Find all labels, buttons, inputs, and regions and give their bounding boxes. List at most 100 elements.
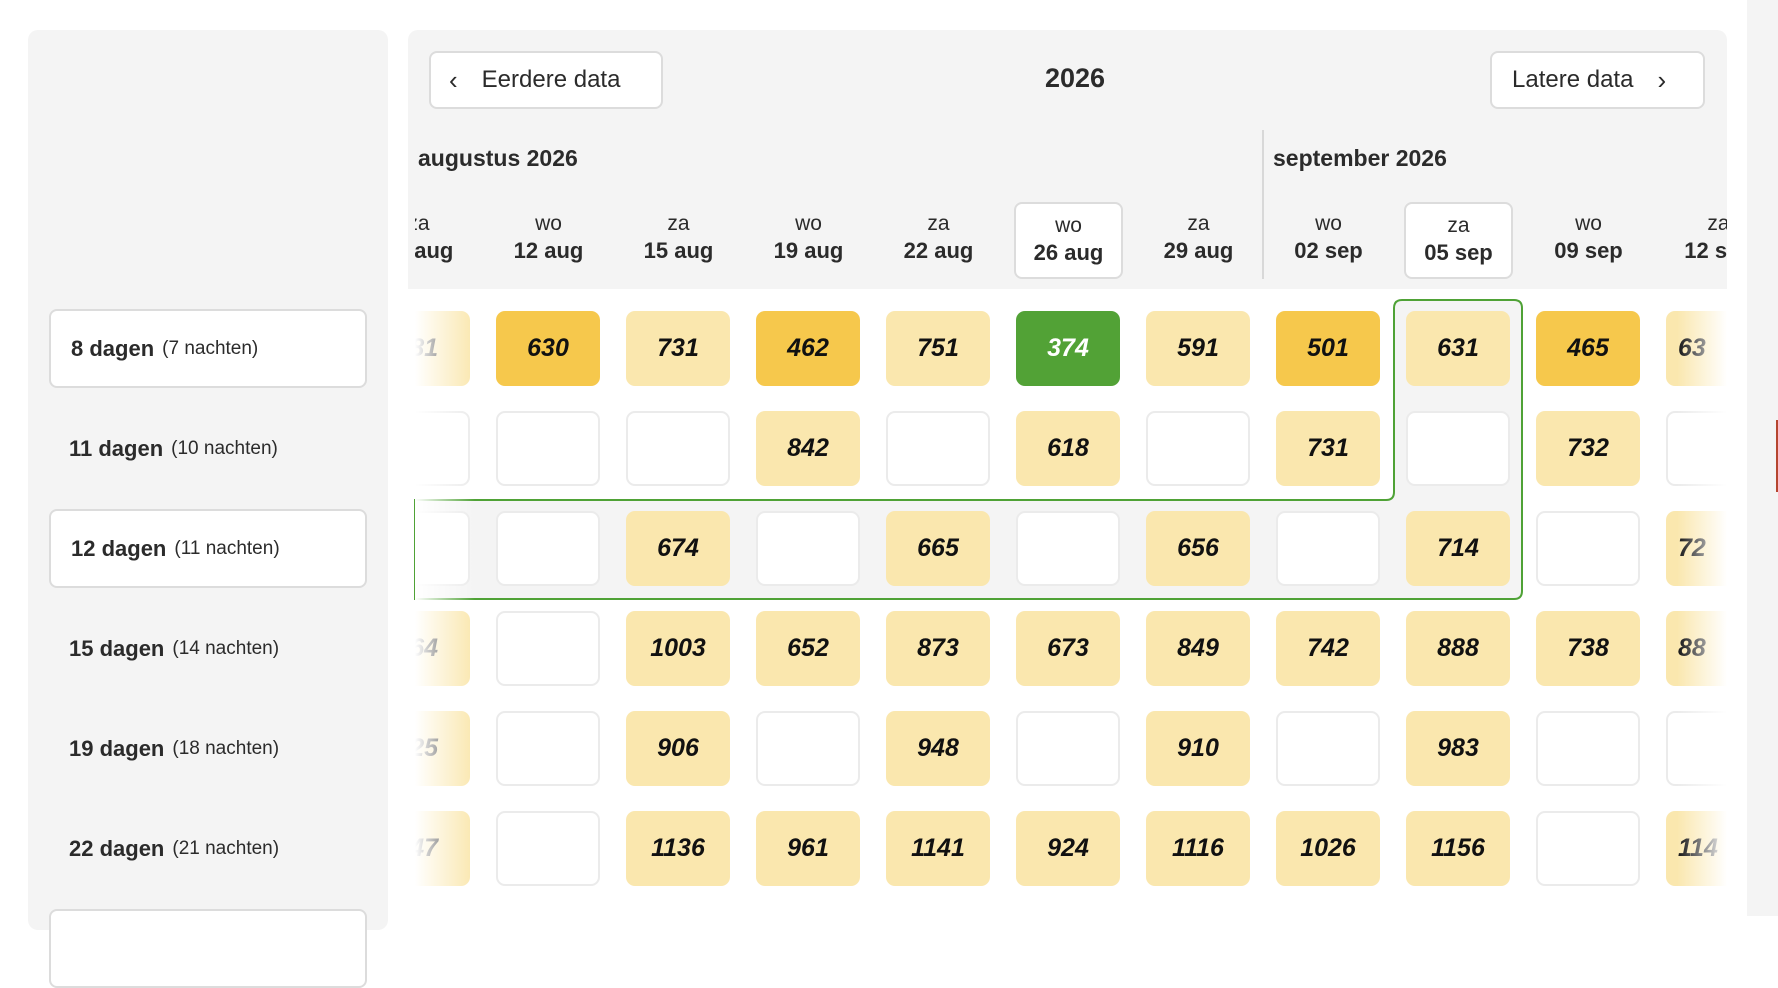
duration-option[interactable]: 19 dagen (18 nachten) xyxy=(49,709,367,788)
price-cell[interactable]: 656 xyxy=(1146,511,1250,586)
weekday: wo xyxy=(795,212,822,235)
price-cell[interactable]: 673 xyxy=(1016,611,1120,686)
date: 22 aug xyxy=(903,238,974,263)
weekday: za xyxy=(1447,214,1470,237)
duration-nights: (14 nachten) xyxy=(172,637,280,659)
date-column-header[interactable]: za 05 sep xyxy=(1404,202,1513,279)
price-cell[interactable]: 462 xyxy=(756,311,860,386)
date-column-header[interactable]: wo 02 sep xyxy=(1274,202,1383,279)
empty-price-cell xyxy=(496,411,600,486)
empty-price-cell xyxy=(1016,711,1120,786)
price-cell[interactable]: 961 xyxy=(756,811,860,886)
price-cell[interactable]: 374 xyxy=(1016,311,1120,386)
price-cell[interactable]: 732 xyxy=(1536,411,1640,486)
duration-option[interactable]: 15 dagen (14 nachten) xyxy=(49,609,367,688)
page-scrollbar-track[interactable] xyxy=(1747,0,1778,916)
price-cell[interactable]: 948 xyxy=(886,711,990,786)
date: 19 aug xyxy=(773,238,844,263)
empty-price-cell xyxy=(1536,811,1640,886)
duration-option[interactable] xyxy=(49,909,367,988)
month-label-august: augustus 2026 xyxy=(418,145,578,171)
duration-option[interactable]: 22 dagen (21 nachten) xyxy=(49,809,367,888)
weekday: za xyxy=(1187,212,1210,235)
price-cell[interactable]: 714 xyxy=(1406,511,1510,586)
duration-days: 15 dagen xyxy=(69,635,165,661)
date-column-header[interactable]: za 22 aug xyxy=(884,202,993,279)
price-cell[interactable]: 501 xyxy=(1276,311,1380,386)
empty-price-cell xyxy=(1276,711,1380,786)
weekday: wo xyxy=(1055,214,1082,237)
weekday: za xyxy=(927,212,950,235)
date-columns: za 08 aug wo 12 aug za 15 aug wo 19 aug za 22 aug… xyxy=(415,202,1727,280)
duration-option[interactable]: 11 dagen (10 nachten) xyxy=(49,409,367,488)
date-column-header[interactable]: wo 26 aug xyxy=(1014,202,1123,279)
price-cell[interactable]: 742 xyxy=(1276,611,1380,686)
price-cell[interactable]: 652 xyxy=(756,611,860,686)
date-column-header[interactable]: wo 19 aug xyxy=(754,202,863,279)
weekday: wo xyxy=(535,212,562,235)
price-cell[interactable]: 849 xyxy=(1146,611,1250,686)
empty-price-cell xyxy=(1146,411,1250,486)
price-cell[interactable]: 873 xyxy=(886,611,990,686)
empty-price-cell xyxy=(1536,511,1640,586)
date: 09 sep xyxy=(1554,238,1623,263)
price-cell[interactable]: 591 xyxy=(1146,311,1250,386)
left-fade xyxy=(415,289,475,916)
date-column-header[interactable]: za 08 aug xyxy=(415,202,473,279)
price-cell[interactable]: 983 xyxy=(1406,711,1510,786)
month-label-september: september 2026 xyxy=(1273,145,1447,171)
price-cell[interactable]: 1116 xyxy=(1146,811,1250,886)
empty-price-cell xyxy=(756,711,860,786)
chevron-right-icon: › xyxy=(1657,64,1667,95)
empty-price-cell xyxy=(1016,511,1120,586)
empty-price-cell xyxy=(496,511,600,586)
duration-days: 12 dagen xyxy=(71,535,167,561)
date-column-header[interactable]: za 12 sep xyxy=(1664,202,1727,279)
scroll-marker xyxy=(1776,420,1778,492)
price-cell[interactable]: 731 xyxy=(1276,411,1380,486)
price-cell[interactable]: 924 xyxy=(1016,811,1120,886)
price-cell[interactable]: 630 xyxy=(496,311,600,386)
duration-days: 8 dagen xyxy=(71,335,155,361)
duration-option[interactable]: 8 dagen (7 nachten) xyxy=(49,309,367,388)
price-cell[interactable]: 1026 xyxy=(1276,811,1380,886)
price-cell[interactable]: 906 xyxy=(626,711,730,786)
duration-nights: (18 nachten) xyxy=(172,737,280,759)
price-cell[interactable]: 674 xyxy=(626,511,730,586)
empty-price-cell xyxy=(756,511,860,586)
earlier-dates-label: Eerdere data xyxy=(481,66,621,93)
price-cell[interactable]: 910 xyxy=(1146,711,1250,786)
later-dates-button[interactable]: Latere data › xyxy=(1490,51,1705,109)
price-cell[interactable]: 665 xyxy=(886,511,990,586)
empty-price-cell xyxy=(886,411,990,486)
weekday: wo xyxy=(1315,212,1342,235)
month-divider xyxy=(1262,130,1264,279)
earlier-dates-button[interactable]: ‹ Eerdere data xyxy=(429,51,663,109)
price-cell[interactable]: 731 xyxy=(626,311,730,386)
date-column-header[interactable]: wo 09 sep xyxy=(1534,202,1643,279)
date: 26 aug xyxy=(1033,240,1104,265)
price-cell[interactable]: 618 xyxy=(1016,411,1120,486)
price-cell[interactable]: 465 xyxy=(1536,311,1640,386)
date-column-header[interactable]: wo 12 aug xyxy=(494,202,603,279)
duration-days: 22 dagen xyxy=(69,835,165,861)
price-cell[interactable]: 1141 xyxy=(886,811,990,886)
empty-price-cell xyxy=(496,711,600,786)
price-cell[interactable]: 631 xyxy=(1406,311,1510,386)
duration-option[interactable]: 12 dagen (11 nachten) xyxy=(49,509,367,588)
date: 08 aug xyxy=(415,238,454,263)
price-cell[interactable]: 842 xyxy=(756,411,860,486)
price-cell[interactable]: 1156 xyxy=(1406,811,1510,886)
date-column-header[interactable]: za 29 aug xyxy=(1144,202,1253,279)
date-column-header[interactable]: za 15 aug xyxy=(624,202,733,279)
price-cell[interactable]: 1136 xyxy=(626,811,730,886)
weekday: za xyxy=(415,212,430,235)
price-cell[interactable]: 888 xyxy=(1406,611,1510,686)
date: 29 aug xyxy=(1163,238,1234,263)
price-cell[interactable]: 1003 xyxy=(626,611,730,686)
date: 05 sep xyxy=(1424,240,1493,265)
price-cell[interactable]: 751 xyxy=(886,311,990,386)
weekday: za xyxy=(1707,212,1727,235)
price-cell[interactable]: 738 xyxy=(1536,611,1640,686)
duration-nights: (7 nachten) xyxy=(162,337,259,359)
